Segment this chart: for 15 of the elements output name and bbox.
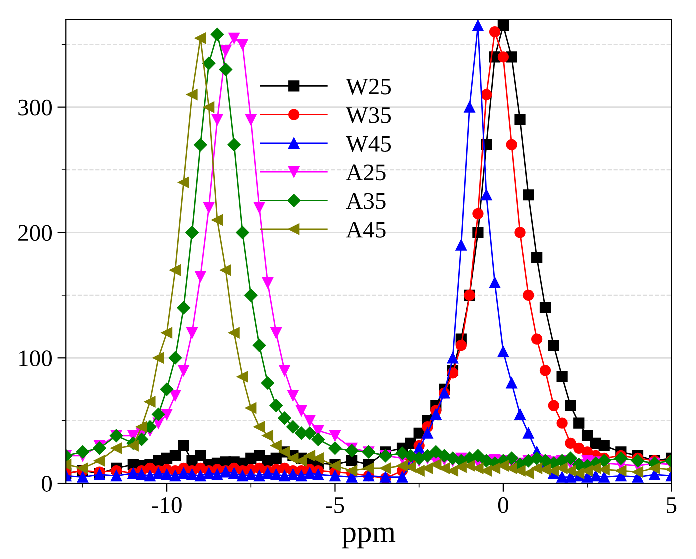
legend-label: W45 (346, 136, 392, 152)
x-tick-label: 0 (498, 497, 508, 514)
y-tick-label: 300 (18, 100, 52, 116)
legend-label: W35 (346, 107, 392, 124)
x-tick-label: 5 (667, 498, 677, 514)
y-tick-label: 0 (42, 476, 52, 492)
x-tick-label: -10 (152, 497, 182, 514)
legend-label: A25 (346, 164, 386, 181)
x-tick-label: -5 (326, 498, 344, 514)
y-tick-label: 200 (18, 225, 52, 242)
x-axis-title: ppm (342, 528, 396, 549)
legend-label: W25 (346, 78, 392, 95)
legend-label: A35 (346, 193, 386, 210)
y-tick-label: 100 (20, 350, 52, 367)
legend-label: A45 (346, 222, 386, 238)
